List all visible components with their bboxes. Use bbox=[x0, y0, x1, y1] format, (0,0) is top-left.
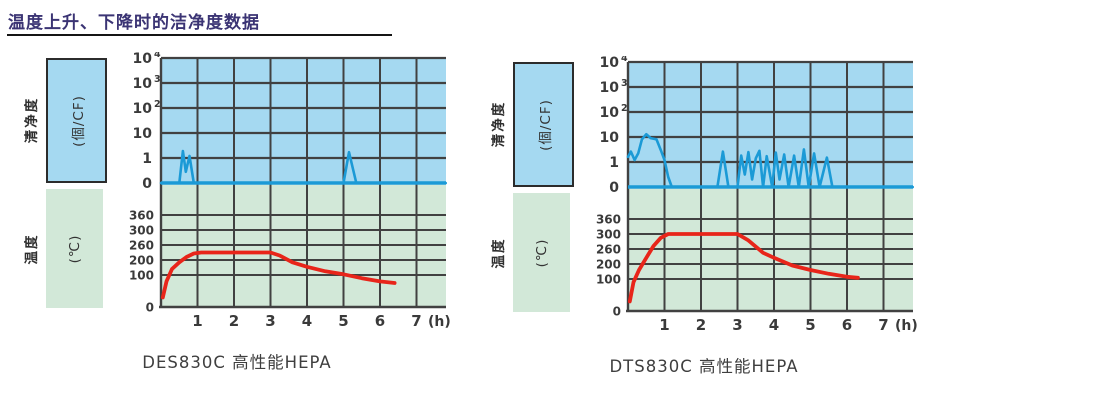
temperature-unit-label: (℃) bbox=[66, 234, 83, 263]
x-axis-label: 1 bbox=[192, 312, 202, 330]
x-axis-label: 5 bbox=[805, 316, 815, 334]
x-axis-unit-label: (h) bbox=[895, 318, 918, 334]
temperature-unit-box: (℃) bbox=[513, 193, 570, 312]
cleanliness-unit-box: (個/CF) bbox=[46, 58, 107, 183]
cleanliness-tick-label: 10 bbox=[133, 126, 153, 142]
temperature-tick-label: 260 bbox=[129, 239, 154, 253]
x-axis-unit-label: (h) bbox=[428, 314, 451, 330]
cleanliness-tick-label: 1 bbox=[142, 151, 152, 167]
x-axis-label: 3 bbox=[265, 312, 275, 330]
x-axis-label: 3 bbox=[732, 316, 742, 334]
x-axis-label: 2 bbox=[696, 316, 706, 334]
temperature-series-line bbox=[627, 232, 860, 304]
chart-caption: DTS830C 高性能HEPA bbox=[609, 357, 799, 376]
chart-dts830c: 清净度 (個/CF) 温度 (℃) 10 4 10 3 10 2 10 1 0 360 300 260… bbox=[473, 56, 935, 391]
temperature-tick-label: 0 bbox=[613, 305, 621, 319]
x-axis-label: 6 bbox=[842, 316, 852, 334]
temperature-tick-label: 0 bbox=[146, 301, 154, 315]
x-axis-label: 6 bbox=[375, 312, 385, 330]
cleanliness-tick-label: 0 bbox=[142, 176, 152, 192]
x-axis-label: 7 bbox=[411, 312, 421, 330]
temperature-tick-label: 100 bbox=[129, 269, 154, 283]
cleanliness-tick-label: 10 bbox=[133, 52, 153, 67]
cleanliness-unit-label: (個/CF) bbox=[537, 98, 554, 151]
x-axis-label: 5 bbox=[338, 312, 348, 330]
temperature-unit-box: (℃) bbox=[46, 189, 103, 308]
temperature-tick-label: 260 bbox=[596, 243, 621, 257]
temperature-tick-label: 300 bbox=[129, 224, 154, 238]
cleanliness-tick-exponent: 3 bbox=[154, 74, 161, 85]
x-axis-label: 7 bbox=[878, 316, 888, 334]
title-underline bbox=[7, 34, 392, 36]
temperature-unit-label: (℃) bbox=[533, 238, 550, 267]
temperature-tick-label: 360 bbox=[129, 209, 154, 223]
x-axis-label: 4 bbox=[769, 316, 779, 334]
cleanliness-series-line bbox=[159, 149, 447, 185]
temperature-tick-label: 360 bbox=[596, 213, 621, 227]
temperature-tick-label: 200 bbox=[596, 258, 621, 272]
cleanliness-tick-label: 10 bbox=[600, 105, 620, 121]
chart-caption: DES830C 高性能HEPA bbox=[142, 353, 332, 372]
temperature-axis-title: 温度 bbox=[24, 233, 40, 265]
x-axis-label: 1 bbox=[659, 316, 669, 334]
cleanliness-tick-exponent: 4 bbox=[621, 56, 628, 64]
cleanliness-tick-exponent: 2 bbox=[621, 103, 628, 114]
cleanliness-tick-label: 1 bbox=[609, 155, 619, 171]
cleanliness-tick-label: 10 bbox=[133, 76, 153, 92]
page-title: 温度上升、下降时的洁净度数据 bbox=[8, 13, 260, 33]
cleanliness-tick-label: 10 bbox=[600, 80, 620, 96]
temperature-tick-label: 200 bbox=[129, 254, 154, 268]
cleanliness-tick-label: 0 bbox=[609, 180, 619, 196]
cleanliness-tick-exponent: 3 bbox=[621, 78, 628, 89]
cleanliness-plot-bg bbox=[628, 62, 913, 187]
temperature-axis-title: 温度 bbox=[491, 237, 507, 269]
chart-des830c: 清净度 (個/CF) 温度 (℃) 10 4 10 3 10 2 10 1 0 360 300 260… bbox=[6, 52, 468, 387]
cleanliness-tick-exponent: 4 bbox=[154, 52, 161, 60]
cleanliness-plot-bg bbox=[161, 58, 446, 183]
x-axis-label: 4 bbox=[302, 312, 312, 330]
cleanliness-tick-exponent: 2 bbox=[154, 99, 161, 110]
cleanliness-tick-label: 10 bbox=[600, 130, 620, 146]
temperature-tick-label: 300 bbox=[596, 228, 621, 242]
cleanliness-tick-label: 10 bbox=[133, 101, 153, 117]
temperature-series-line bbox=[160, 250, 397, 300]
cleanliness-tick-label: 10 bbox=[600, 56, 620, 71]
temperature-tick-label: 100 bbox=[596, 273, 621, 287]
cleanliness-axis-title: 清净度 bbox=[24, 96, 40, 144]
cleanliness-series-line bbox=[626, 132, 914, 189]
cleanliness-unit-box: (個/CF) bbox=[513, 62, 574, 187]
cleanliness-unit-label: (個/CF) bbox=[70, 94, 87, 147]
cleanliness-axis-title: 清净度 bbox=[491, 100, 507, 148]
x-axis-label: 2 bbox=[229, 312, 239, 330]
